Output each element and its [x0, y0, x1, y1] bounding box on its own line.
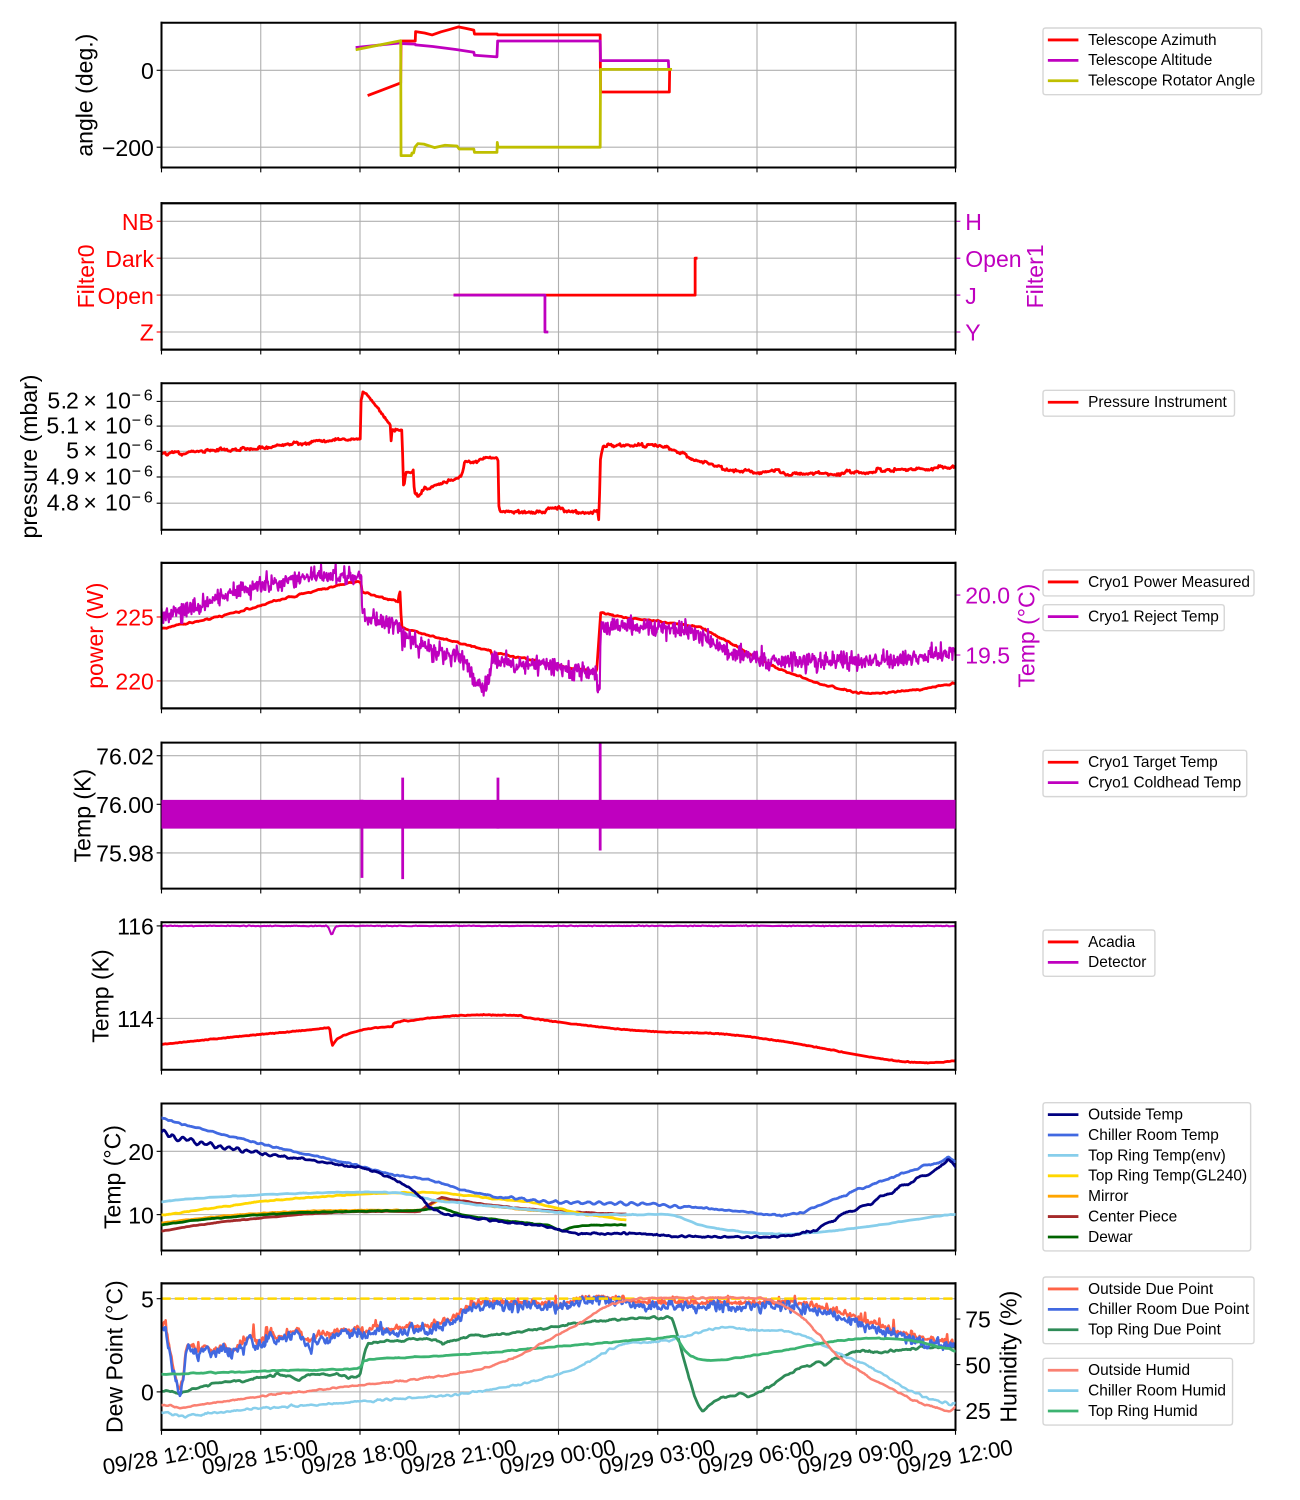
svg-text:Chiller Room Temp: Chiller Room Temp: [1088, 1127, 1219, 1144]
svg-text:Acadia: Acadia: [1088, 934, 1136, 951]
svg-text:Filter0: Filter0: [73, 244, 99, 308]
svg-text:Cryo1 Reject Temp: Cryo1 Reject Temp: [1088, 609, 1219, 626]
svg-text:0: 0: [141, 1380, 154, 1406]
svg-text:J: J: [965, 283, 977, 309]
svg-text:Temp (K): Temp (K): [87, 949, 113, 1042]
svg-text:116: 116: [117, 914, 154, 940]
svg-text:Top Ring Temp(GL240): Top Ring Temp(GL240): [1088, 1168, 1247, 1185]
svg-text:Detector: Detector: [1088, 954, 1146, 971]
svg-text:25: 25: [965, 1398, 991, 1424]
svg-text:H: H: [965, 209, 982, 235]
svg-text:0: 0: [141, 58, 154, 84]
svg-text:4 . 9: 4 . 9 × 1 0 − 6: [46, 456, 153, 489]
svg-text:Dew Point (°C): Dew Point (°C): [102, 1280, 128, 1433]
svg-text:−200: −200: [102, 135, 154, 161]
svg-text:5 . 1: 5 . 1 × 1 0 − 6: [46, 405, 153, 438]
svg-text:pressure (mbar): pressure (mbar): [16, 375, 42, 539]
svg-text:75.98: 75.98: [96, 841, 154, 867]
svg-text:Open: Open: [97, 283, 153, 309]
svg-text:NB: NB: [122, 209, 154, 235]
svg-text:Top Ring Due Point: Top Ring Due Point: [1088, 1322, 1221, 1339]
svg-text:Telescope Azimuth: Telescope Azimuth: [1088, 32, 1216, 49]
svg-text:5 × 1: 5 × 1 0 − 6: [66, 431, 153, 464]
svg-text:19.5: 19.5: [965, 643, 1010, 669]
svg-text:76.02: 76.02: [96, 743, 154, 769]
svg-text:5: 5: [141, 1286, 154, 1312]
svg-text:Chiller Room Humid: Chiller Room Humid: [1088, 1382, 1226, 1399]
svg-text:Pressure Instrument: Pressure Instrument: [1088, 394, 1227, 411]
svg-text:Temp (°C): Temp (°C): [1014, 584, 1040, 688]
svg-text:76.00: 76.00: [96, 792, 154, 818]
svg-text:Filter1: Filter1: [1022, 244, 1048, 308]
svg-text:angle (deg.): angle (deg.): [72, 34, 98, 157]
svg-text:Dark: Dark: [105, 246, 154, 272]
svg-text:Top Ring Humid: Top Ring Humid: [1088, 1403, 1198, 1420]
svg-text:Cryo1 Target Temp: Cryo1 Target Temp: [1088, 754, 1218, 771]
svg-text:Outside Temp: Outside Temp: [1088, 1107, 1183, 1124]
svg-text:50: 50: [965, 1352, 991, 1378]
svg-text:Temp (K): Temp (K): [69, 769, 95, 862]
svg-text:114: 114: [117, 1006, 154, 1032]
svg-text:5 . 2: 5 . 2 × 1 0 − 6: [47, 381, 152, 414]
svg-text:20.0: 20.0: [965, 583, 1010, 609]
svg-text:Telescope Altitude: Telescope Altitude: [1088, 52, 1212, 69]
svg-text:Y: Y: [965, 320, 980, 346]
svg-text:Telescope Rotator Angle: Telescope Rotator Angle: [1088, 73, 1255, 90]
svg-text:Z: Z: [140, 320, 154, 346]
svg-text:10: 10: [128, 1202, 154, 1228]
svg-text:Chiller Room Due Point: Chiller Room Due Point: [1088, 1301, 1250, 1318]
svg-text:Dewar: Dewar: [1088, 1229, 1133, 1246]
svg-text:225: 225: [115, 605, 153, 631]
svg-text:Top Ring Temp(env): Top Ring Temp(env): [1088, 1147, 1226, 1164]
svg-text:Outside Due Point: Outside Due Point: [1088, 1281, 1214, 1298]
svg-text:Cryo1 Coldhead Temp: Cryo1 Coldhead Temp: [1088, 774, 1241, 791]
svg-text:Open: Open: [965, 246, 1021, 272]
svg-text:Mirror: Mirror: [1088, 1188, 1128, 1205]
svg-text:4 . 8: 4 . 8 × 1 0 − 6: [47, 483, 153, 516]
svg-text:20: 20: [128, 1139, 154, 1165]
svg-text:Center Piece: Center Piece: [1088, 1208, 1177, 1225]
svg-text:Humidity (%): Humidity (%): [995, 1291, 1021, 1423]
svg-text:Temp (°C): Temp (°C): [99, 1125, 125, 1229]
svg-text:Cryo1 Power Measured: Cryo1 Power Measured: [1088, 574, 1250, 591]
svg-text:75: 75: [965, 1307, 991, 1333]
svg-text:Outside Humid: Outside Humid: [1088, 1362, 1190, 1379]
svg-text:power (W): power (W): [82, 583, 108, 689]
svg-text:220: 220: [115, 669, 153, 695]
